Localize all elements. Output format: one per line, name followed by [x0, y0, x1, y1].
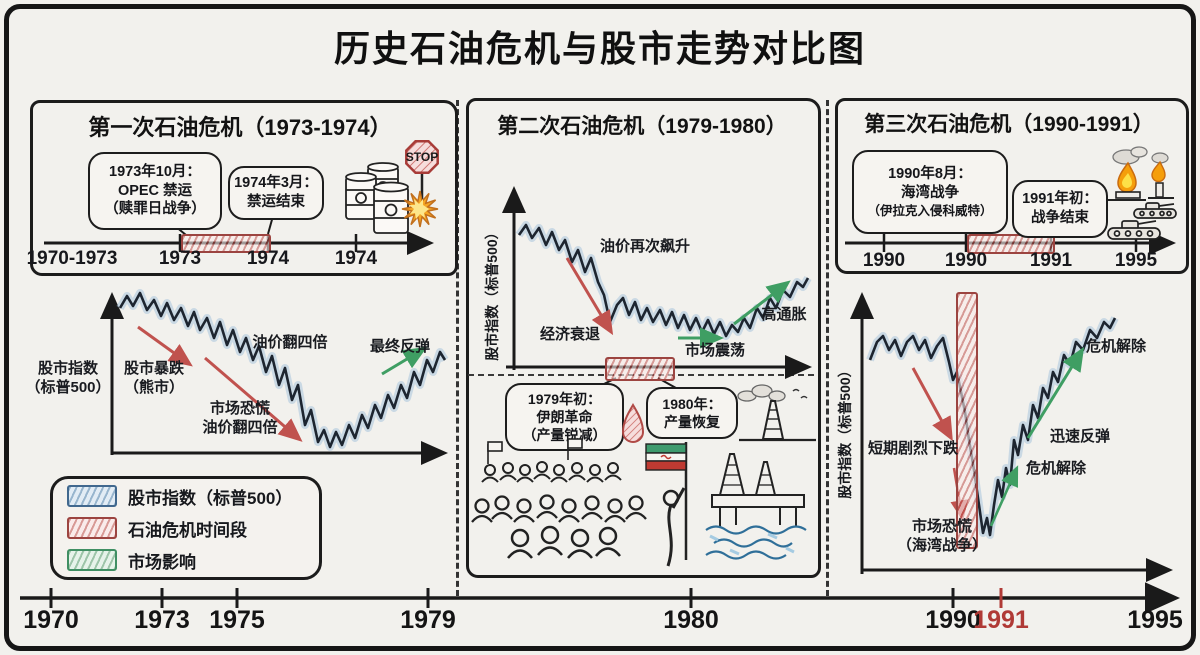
bottom-timeline-axis: [20, 582, 1180, 614]
panel3-callout-gulf-war: 1990年8月： 海湾战争 （伊拉克入侵科威特）: [852, 150, 1008, 234]
page-title: 历史石油危机与股市走势对比图: [333, 28, 866, 69]
panel3-ann-over-high: 危机解除: [1085, 338, 1146, 355]
green-arrow-over-high: [1026, 346, 1085, 439]
panel3-crisis-period-bar: [967, 234, 1055, 254]
legend: 股市指数（标普500） 石油危机时间段 市场影响: [50, 476, 322, 580]
red-arrow-crash-2: [204, 356, 303, 442]
panel1-timeline-box: [30, 100, 458, 276]
panel3-crisis-vertical-bar: [956, 292, 978, 549]
stock-line-panel2: [515, 221, 812, 340]
bottom-year-1995: 1995: [1127, 606, 1183, 634]
panel2-callout-iran: 1979年初： 伊朗革命 （产量锐减）: [505, 383, 624, 451]
panel3-year-2: 1991: [1029, 250, 1073, 271]
legend-row-stock: 股市指数（标普500）: [67, 484, 305, 509]
crowd-icon: [471, 438, 647, 559]
bottom-year-1990: 1990: [925, 606, 981, 634]
legend-swatch-stock: [67, 485, 117, 507]
legend-swatch-crisis: [67, 517, 117, 539]
panel3-year-3: 1995: [1114, 250, 1158, 271]
panel3-year-0: 1990: [862, 250, 906, 271]
offshore-rig-icon: [705, 453, 807, 560]
water-icon: [705, 525, 807, 560]
panel1-year-2: 1974: [246, 248, 290, 269]
panel2-callout-recovery: 1980年： 产量恢复: [646, 387, 738, 439]
derrick-smoke-icon: [737, 384, 816, 442]
bottom-year-1979: 1979: [400, 606, 456, 634]
panel3-timeline-box: [835, 98, 1189, 274]
green-arrow-over-low: [989, 465, 1019, 527]
green-arrow-inflation: [733, 280, 791, 326]
panel1-ann-oil-x4: 油价翻四倍: [252, 334, 328, 351]
panel1-crisis-period-bar: [181, 234, 271, 253]
panel2-ann-inflation: 高通胀: [761, 306, 807, 323]
revolution-flame-icon: [621, 403, 645, 443]
panel1-chart: [100, 289, 449, 465]
panel1-ann-crash: 股市暴跌 （熊市）: [123, 360, 184, 396]
panel3-callout-war-end: 1991年初： 战争结束: [1012, 180, 1108, 238]
bottom-year-1980: 1980: [663, 606, 719, 634]
legend-row-impact: 市场影响: [67, 548, 305, 573]
panel1-callout-embargo-end: 1974年3月： 禁运结束: [228, 166, 324, 220]
panel1-year-0: 1970-1973: [26, 248, 118, 269]
panel2-crisis-period-bar: [605, 357, 675, 381]
panel1-callout-embargo: 1973年10月： OPEC 禁运 （赎罪日战争）: [88, 152, 222, 230]
panel2-title: 第二次石油危机（1979-1980）: [497, 115, 787, 138]
red-arrow-crash-1: [137, 325, 193, 367]
stock-line-panel1: [116, 289, 449, 451]
panel1-y-axis-label: 股市指数 （标普500）: [25, 360, 111, 396]
panel3-ann-panic: 市场恐慌 （海湾战争）: [896, 518, 987, 554]
bottom-year-1970: 1970: [23, 606, 79, 634]
birds-icon: [792, 388, 808, 399]
panel3-year-1: 1990: [944, 250, 988, 271]
panel3-ann-drop: 短期剧烈下跌: [867, 440, 958, 457]
green-arrow-rebound: [381, 346, 428, 376]
panel2-ann-volatility: 市场震荡: [684, 342, 745, 359]
panel3-chart: [850, 292, 1173, 582]
panel1-title: 第一次石油危机（1973-1974）: [88, 115, 392, 140]
panel3-y-axis-label: 股市指数（标普500）: [837, 363, 853, 499]
stop-sign-icon: STOP: [405, 140, 439, 207]
panel2-ann-oil-surge: 油价再次飙升: [599, 238, 690, 255]
panel2-box: [466, 98, 821, 578]
oil-barrels-icon: [345, 162, 409, 234]
divider-left-dashed: [456, 100, 459, 596]
panel2-illustrations: [471, 438, 807, 567]
explosion-icon: [401, 190, 439, 228]
panel1-ann-panic: 市场恐慌 油价翻四倍: [202, 400, 278, 436]
burning-oil-wells-icon: [1108, 146, 1174, 201]
iran-flag-icon: [645, 442, 688, 567]
svg-text:STOP: STOP: [406, 150, 438, 164]
panel2-chart: [502, 186, 812, 389]
bottom-year-1973: 1973: [134, 606, 190, 634]
legend-swatch-impact: [67, 549, 117, 571]
tanks-icon: [1107, 202, 1177, 240]
panel1-year-1: 1973: [158, 248, 202, 269]
red-arrow-drop: [911, 367, 953, 442]
panel3-ann-rebound: 迅速反弹: [1049, 428, 1110, 445]
panel1-icons: STOP: [345, 140, 439, 234]
panel3-title: 第三次石油危机（1990-1991）: [864, 113, 1154, 136]
legend-row-crisis: 石油危机时间段: [67, 516, 305, 541]
panel3-icons: [1107, 146, 1177, 240]
divider-right-dashed: [826, 100, 829, 596]
bottom-year-1975: 1975: [209, 606, 265, 634]
panel2-ann-recession: 经济衰退: [539, 326, 600, 343]
panel1-year-3: 1974: [334, 248, 378, 269]
bottom-year-1991-highlight: 1991: [973, 606, 1029, 634]
panel3-ann-over-low: 危机解除: [1025, 460, 1086, 477]
red-arrow-recession: [565, 257, 614, 336]
panel1-ann-rebound: 最终反弹: [369, 338, 430, 355]
